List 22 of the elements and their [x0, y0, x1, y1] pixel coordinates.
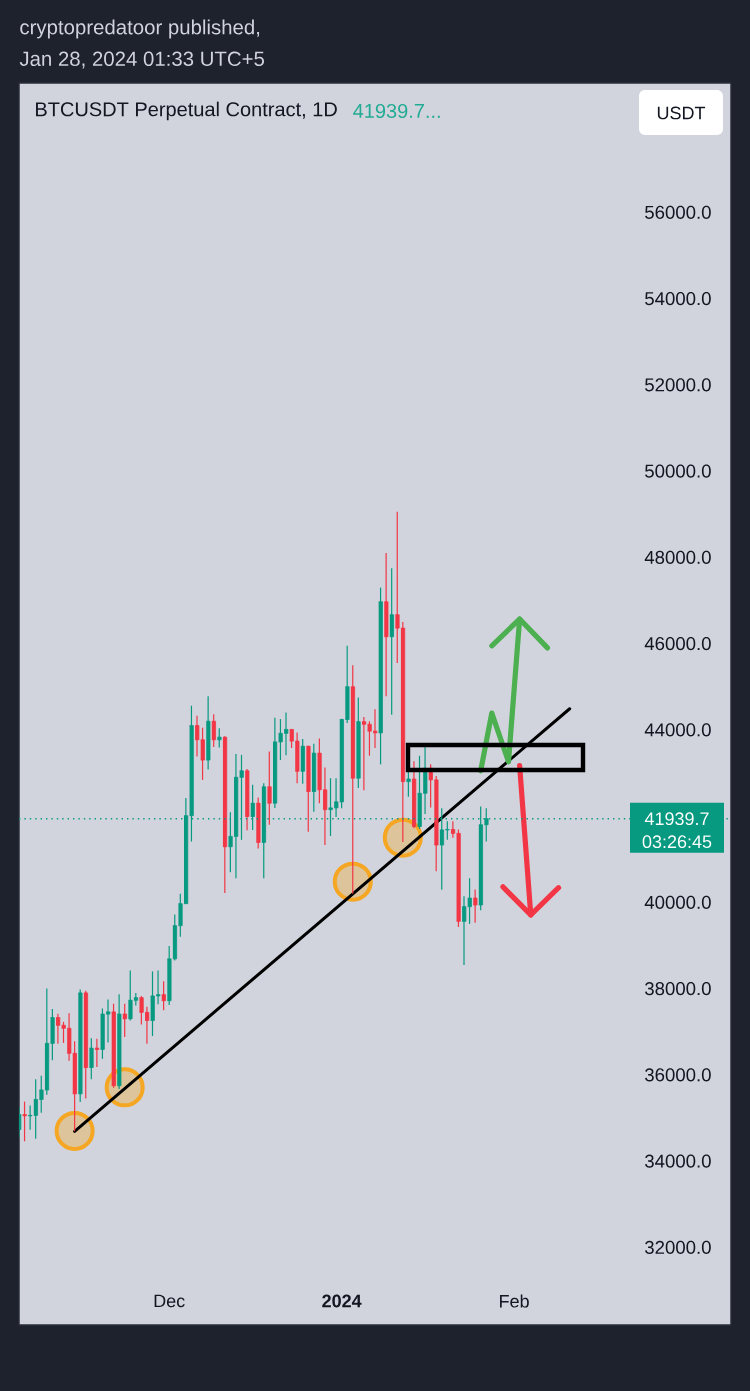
y-tick-label: 46000.0	[644, 637, 711, 651]
text: BTCUSDT Perpetual Contract, 1D	[36, 101, 337, 121]
annotation: 03:26:45	[642, 835, 712, 849]
y-tick-label: 38000.0	[645, 982, 711, 996]
x-tick-label: Dec	[154, 1294, 185, 1308]
y-tick-label: 36000.0	[645, 1068, 711, 1082]
y-tick-label: 54000.0	[645, 292, 711, 306]
y-tick-label: 34000.0	[645, 1154, 711, 1168]
y-tick-label: 40000.0	[644, 895, 711, 909]
x-tick-label: Feb	[500, 1294, 529, 1308]
text: 41939.7...	[353, 103, 440, 119]
text: cryptopredatoor published,	[20, 19, 260, 39]
y-tick-label: 48000.0	[644, 550, 711, 564]
y-tick-label: 50000.0	[645, 464, 711, 478]
y-tick-label: 32000.0	[645, 1240, 711, 1254]
annotation: USDT	[657, 106, 706, 120]
ref-line-label: 41939.7	[644, 812, 709, 826]
y-tick-label: 52000.0	[645, 378, 711, 392]
text: Jan 28, 2024 01:33 UTC+5	[19, 51, 265, 69]
x-tick-label: 2024	[322, 1294, 362, 1308]
y-tick-label: 56000.0	[645, 205, 711, 219]
y-tick-label: 44000.0	[644, 723, 711, 737]
